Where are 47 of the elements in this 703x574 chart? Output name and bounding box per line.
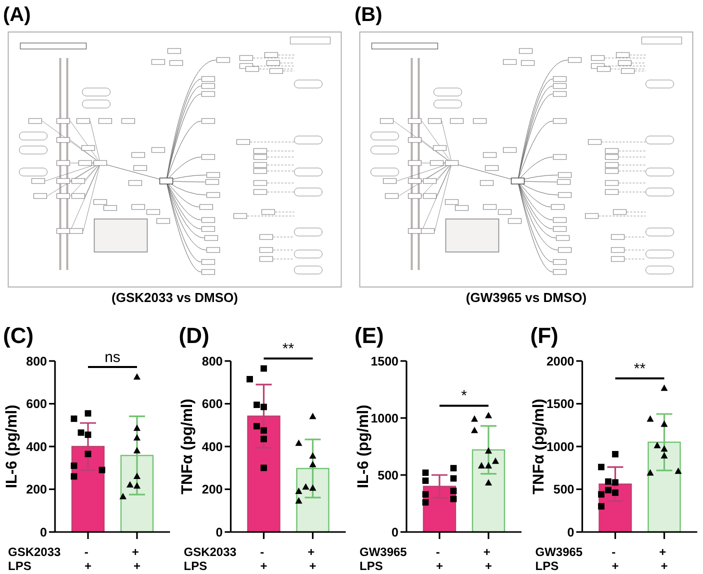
y-tick-label: 1000 — [370, 411, 399, 426]
y-tick-label: 1500 — [546, 397, 574, 412]
y-tick-label: 400 — [26, 440, 48, 454]
x-tick-label: + + — [483, 545, 494, 573]
x-axis-title: GW3965 LPS — [360, 545, 410, 573]
y-tick-label: 2000 — [546, 354, 574, 368]
text: (A) — [3, 4, 31, 26]
y-tick-label: 500 — [378, 468, 399, 482]
text: (GSK2033 vs DMSO) — [112, 290, 238, 305]
chart-title: (D) — [178, 323, 210, 348]
text: ** — [282, 340, 294, 358]
chart-title: (F) — [530, 323, 558, 348]
x-axis-title: GW3965 LPS — [535, 545, 586, 573]
y-tick-label: 1000 — [546, 440, 574, 454]
x-tick-label: + + — [308, 545, 318, 573]
chart-title: (E) — [354, 323, 384, 348]
text: (B) — [354, 4, 382, 26]
y-axis-title: TNFα (pg/ml) — [179, 398, 196, 494]
y-axis-title: IL-6 (pg/ml) — [354, 404, 372, 488]
x-tick-label: - + — [436, 545, 444, 573]
y-tick-label: 600 — [202, 397, 223, 412]
annotation: ** — [634, 360, 646, 378]
y-tick-label: 400 — [202, 440, 223, 454]
x-tick-label: - + — [84, 545, 92, 573]
y-tick-label: 1500 — [370, 354, 399, 368]
y-axis-title: IL-6 (pg/ml) — [3, 404, 20, 488]
x-tick-label: + + — [132, 545, 142, 573]
x-tick-label: + + — [659, 545, 670, 573]
text: (GW3965 vs DMSO) — [466, 290, 587, 305]
y-tick-label: 200 — [26, 482, 48, 497]
y-tick-label: 800 — [26, 354, 48, 368]
y-tick-label: 0 — [216, 525, 223, 540]
annotation: ns — [104, 349, 120, 366]
y-tick-label: 0 — [392, 525, 399, 540]
x-tick-label: - + — [260, 545, 268, 573]
x-tick-label: - + — [612, 545, 619, 573]
y-tick-label: 600 — [26, 397, 48, 412]
chart-title: (C) — [3, 323, 34, 348]
y-tick-label: 800 — [202, 354, 223, 368]
x-axis-title: GSK2033 LPS — [8, 545, 64, 573]
y-tick-label: 0 — [567, 525, 574, 540]
y-tick-label: 500 — [553, 482, 574, 497]
y-tick-label: 0 — [40, 525, 48, 540]
annotation: * — [461, 388, 468, 405]
x-axis-title: GSK2033 LPS — [184, 545, 240, 573]
y-tick-label: 200 — [202, 482, 223, 497]
y-axis-title: TNFα (pg/ml) — [530, 398, 548, 494]
